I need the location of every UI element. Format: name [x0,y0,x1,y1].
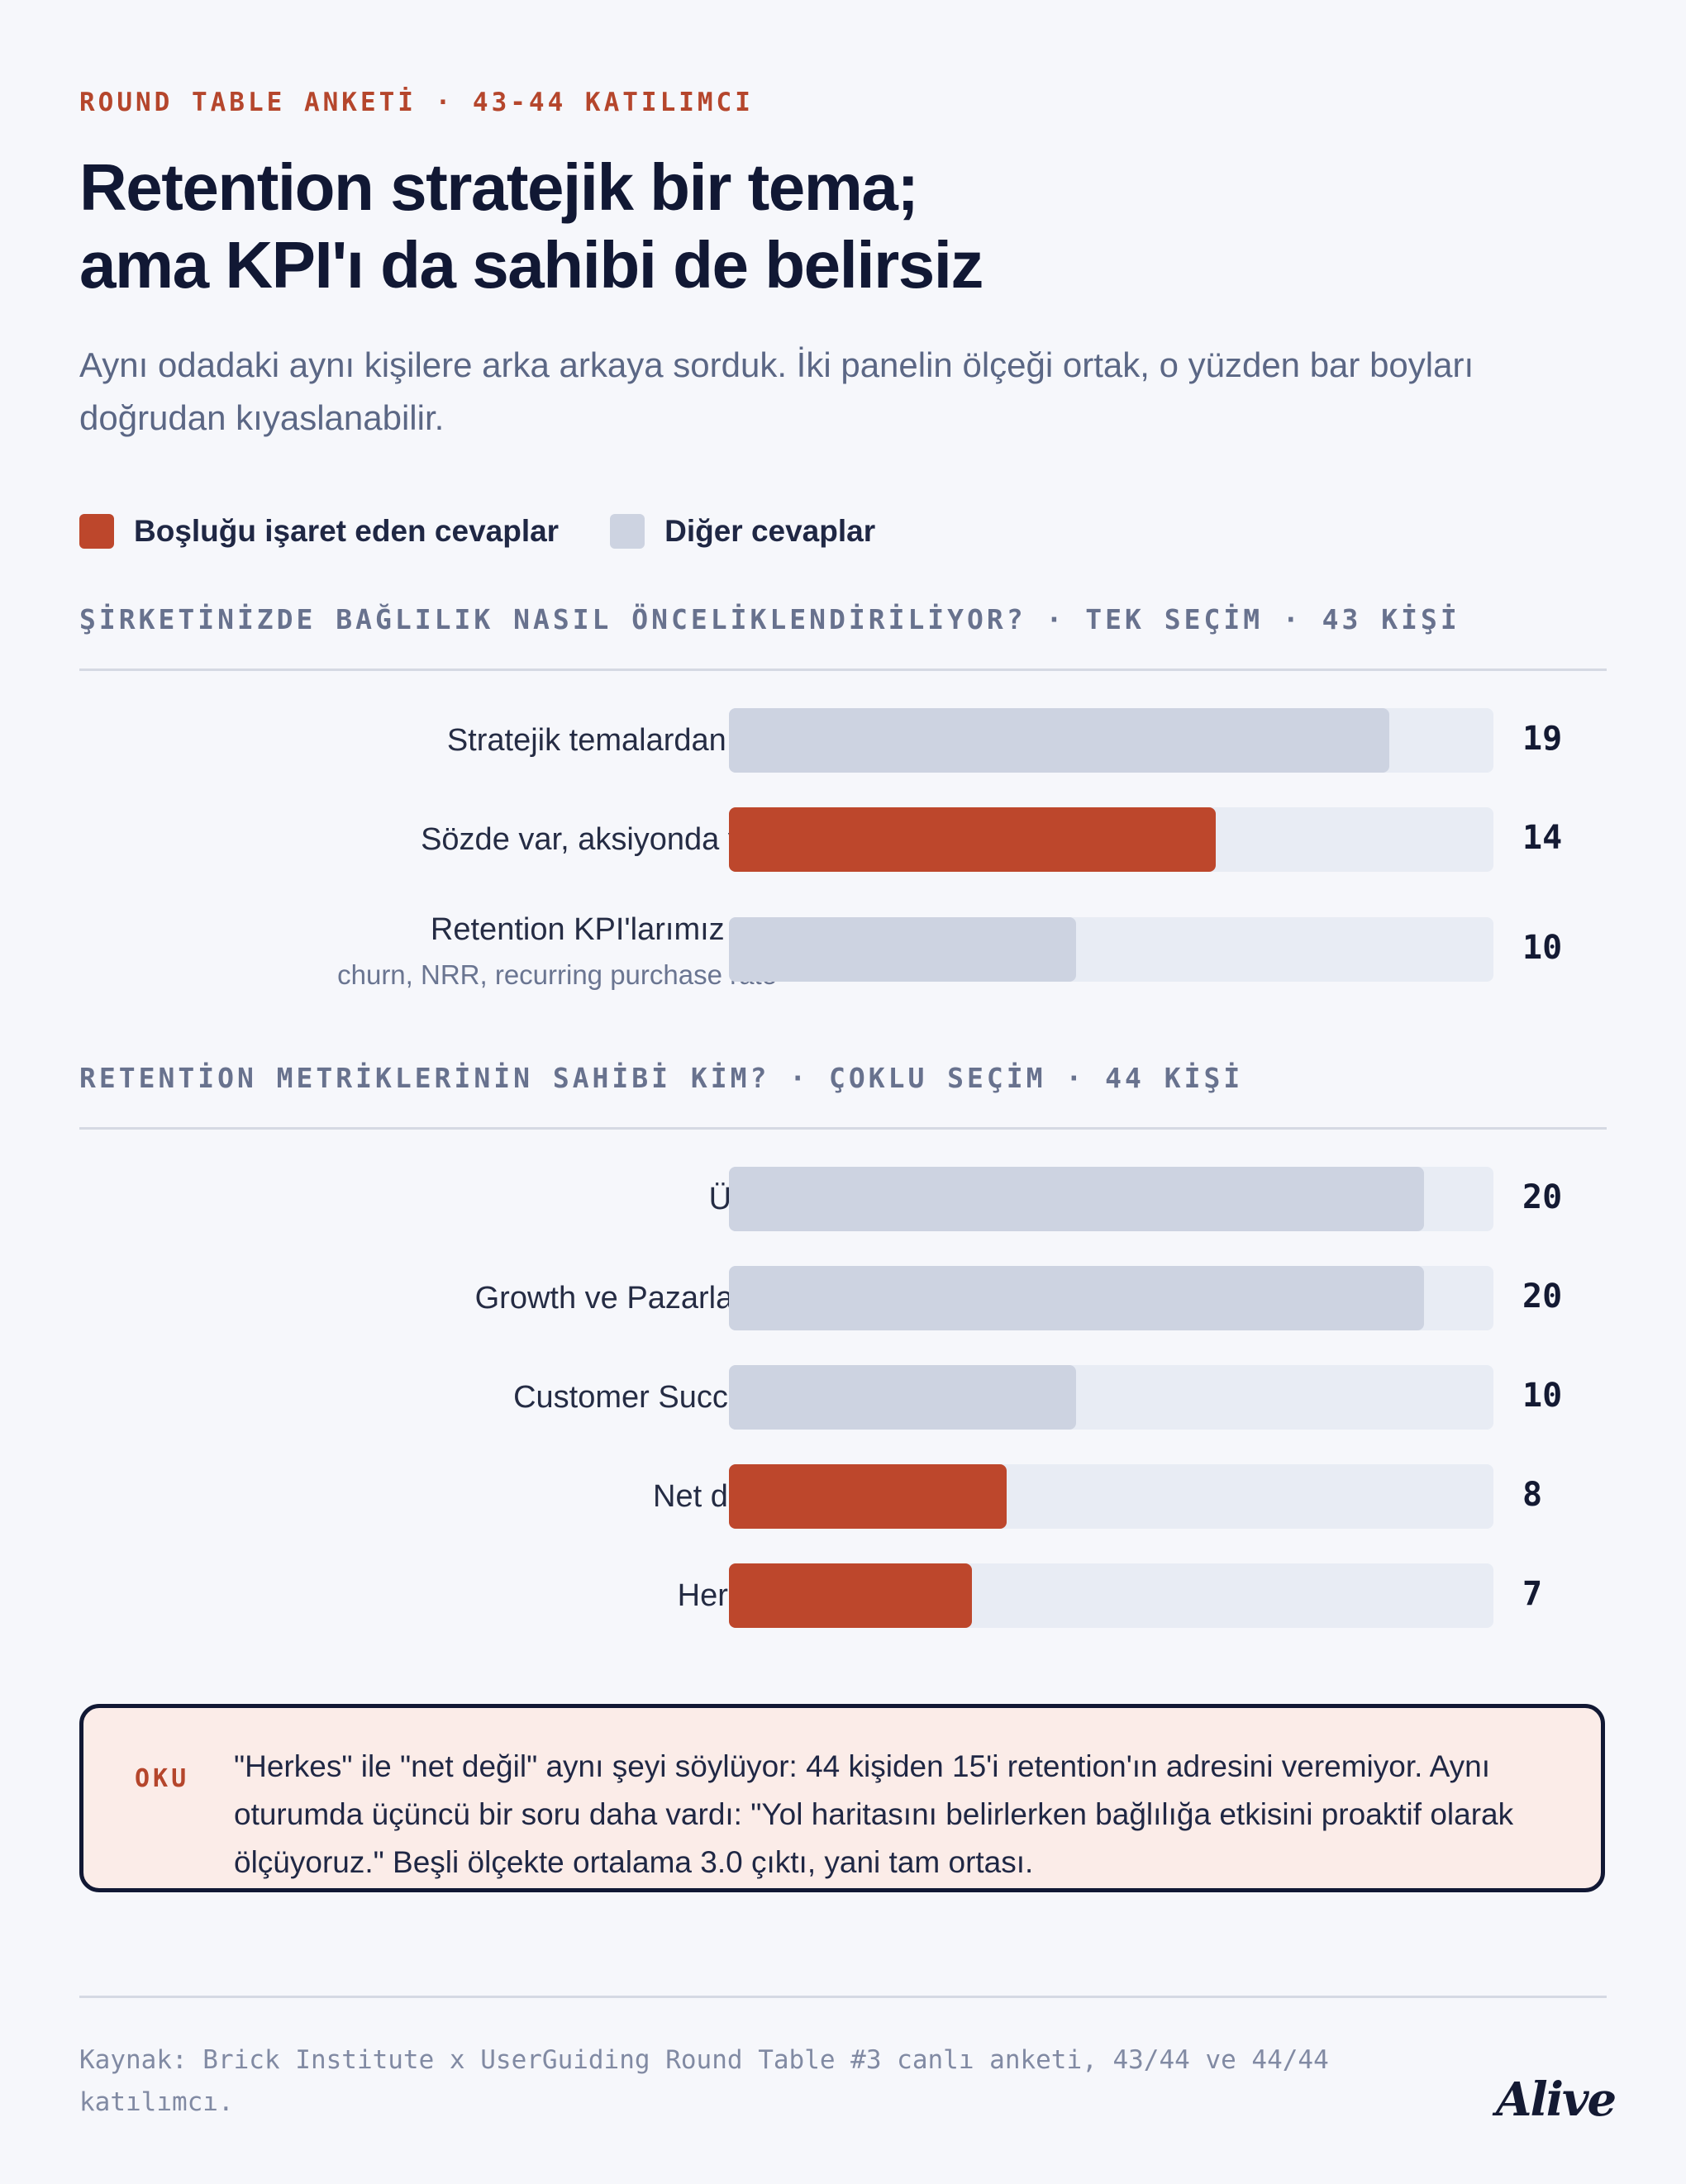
legend-item-other: Diğer cevaplar [610,514,875,549]
source-note: Kaynak: Brick Institute x UserGuiding Ro… [79,2045,1329,2117]
page-title: Retention stratejik bir tema; ama KPI'ı … [79,149,983,304]
legend-label-other: Diğer cevaplar [664,514,876,548]
bar-track [729,1167,1493,1231]
chart-divider [79,1127,1607,1130]
title-line-1: Retention stratejik bir tema; [79,150,919,224]
bar-track [729,1365,1493,1430]
bar-label: Growth ve Pazarlama [475,1279,777,1317]
legend-item-highlight: Boşluğu işaret eden cevaplar [79,514,559,549]
bar [729,708,1389,773]
chart-divider [79,669,1607,671]
bar-track [729,917,1493,982]
bar-highlight [729,1464,1007,1529]
bar-track [729,1464,1493,1529]
legend-swatch-other [610,514,645,549]
bar-category: Stratejik temalardan biri [446,723,777,758]
chart-title: RETENTİON METRİKLERİNİN SAHİBİ KİM? · ÇO… [79,1062,1244,1094]
bar-value: 20 [1522,1178,1563,1216]
bar-label: Stratejik temalardan biri [447,721,777,759]
legend: Boşluğu işaret eden cevaplar Diğer cevap… [79,514,926,549]
bar-track [729,807,1493,872]
bar-value: 10 [1522,929,1563,967]
read-note: OKU "Herkes" ile "net değil" aynı şeyi s… [79,1704,1605,1892]
bar [729,917,1076,982]
bar-sublabel: churn, NRR, recurring purchase rate [337,959,777,990]
kicker: ROUND TABLE ANKETİ · 43-44 KATILIMCI [79,88,754,117]
bar-category: Growth ve Pazarlama [474,1281,777,1316]
bar-track [729,708,1493,773]
brand-logo: Alive [1496,2072,1617,2127]
bar-category: Retention KPI'larımız var [430,912,777,947]
bar-track [729,1266,1493,1330]
bar-category: Sözde var, aksiyonda yok [421,822,777,857]
chart-title: ŞİRKETİNİZDE BAĞLILIK NASIL ÖNCELİKLENDİ… [79,603,1460,635]
bar [729,1365,1076,1430]
bar-value: 14 [1522,819,1563,857]
footer-divider [79,1996,1607,1998]
bar-value: 10 [1522,1377,1563,1415]
bar-value: 19 [1522,720,1563,758]
bar [729,1266,1424,1330]
bar-value: 7 [1522,1575,1543,1613]
title-line-2: ama KPI'ı da sahibi de belirsiz [79,228,983,302]
bar-highlight [729,807,1216,872]
subtitle: Aynı odadaki aynı kişilere arka arkaya s… [79,345,1474,437]
bar-value: 8 [1522,1476,1543,1514]
note-tag: OKU [135,1764,190,1793]
bar-label: Retention KPI'larımız var churn, NRR, rec… [337,911,777,992]
legend-label-highlight: Boşluğu işaret eden cevaplar [134,514,560,548]
bar-label: Sözde var, aksiyonda yok [421,821,777,859]
bar-track [729,1563,1493,1628]
bar [729,1167,1424,1231]
note-text: "Herkes" ile "net değil" aynı şeyi söylü… [234,1749,1514,1879]
bar-value: 20 [1522,1278,1563,1316]
legend-swatch-highlight [79,514,114,549]
infographic: ROUND TABLE ANKETİ · 43-44 KATILIMCI Ret… [79,0,1617,2184]
bar-highlight [729,1563,972,1628]
